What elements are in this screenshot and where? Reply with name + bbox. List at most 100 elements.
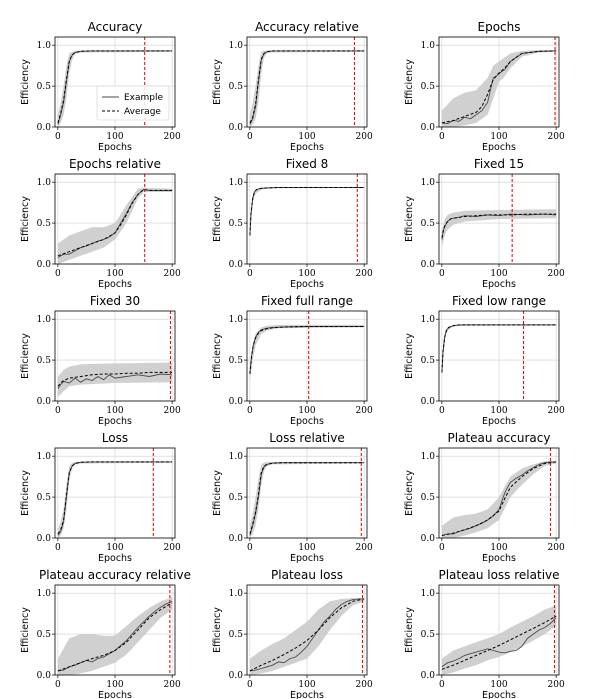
example-line	[441, 617, 557, 668]
runs-band	[57, 461, 173, 538]
subplot-9: 0 100 200 0.0 0.5 1.0 Fixed low range Epochs Eff…	[404, 294, 565, 427]
y-tick-label: 0.0	[229, 671, 244, 681]
runs-band	[57, 597, 173, 675]
x-tick-label: 200	[164, 543, 181, 553]
y-tick-label: 0.5	[421, 219, 436, 229]
x-axis-label: Epochs	[482, 416, 516, 427]
x-axis-label: Epochs	[482, 690, 516, 699]
average-line	[57, 50, 173, 124]
runs-band	[441, 461, 557, 538]
x-tick-label: 200	[548, 406, 565, 416]
x-axis-label: Epochs	[98, 279, 132, 290]
x-tick-label: 100	[298, 406, 315, 416]
average-line	[441, 461, 557, 536]
subplot-title: Plateau loss	[271, 568, 343, 582]
average-line	[441, 50, 557, 124]
x-axis-label: Epochs	[290, 142, 324, 153]
y-tick-label: 0.5	[421, 493, 436, 503]
y-tick-label: 0.5	[229, 493, 244, 503]
y-axis-label: Efficiency	[404, 607, 415, 653]
x-tick-label: 0	[247, 269, 253, 279]
x-tick-label: 100	[106, 406, 123, 416]
x-tick-label: 0	[247, 680, 253, 690]
subplot-title: Fixed low range	[452, 294, 546, 308]
runs-band	[249, 461, 365, 538]
y-tick-label: 0.0	[37, 260, 52, 270]
x-tick-label: 100	[490, 543, 507, 553]
x-tick-label: 200	[356, 269, 373, 279]
subplot-7: 0 100 200 0.0 0.5 1.0 Fixed 30 Epochs Efficiency	[20, 294, 181, 427]
y-tick-label: 1.0	[37, 315, 52, 325]
subplot-title: Accuracy relative	[255, 20, 359, 34]
subplot-title: Fixed 30	[90, 294, 140, 308]
subplot-3: 0 100 200 0.0 0.5 1.0 Epochs Epochs Efficiency	[404, 20, 565, 153]
y-axis-label: Efficiency	[20, 59, 31, 105]
y-tick-label: 0.0	[229, 397, 244, 407]
x-tick-label: 0	[247, 543, 253, 553]
x-tick-label: 100	[298, 543, 315, 553]
y-tick-label: 0.0	[421, 260, 436, 270]
y-tick-label: 0.0	[229, 534, 244, 544]
average-line	[57, 461, 173, 535]
y-tick-label: 1.0	[37, 589, 52, 599]
x-tick-label: 200	[164, 132, 181, 142]
y-tick-label: 0.0	[37, 534, 52, 544]
x-axis-label: Epochs	[290, 690, 324, 699]
subplot-title: Loss	[102, 431, 128, 445]
x-axis-label: Epochs	[482, 279, 516, 290]
y-tick-label: 0.5	[421, 630, 436, 640]
average-line	[249, 326, 365, 375]
x-tick-label: 100	[490, 132, 507, 142]
y-tick-label: 0.5	[37, 630, 52, 640]
subplot-12: 0 100 200 0.0 0.5 1.0 Plateau accuracy Epochs Ef…	[404, 431, 565, 564]
y-tick-label: 0.5	[229, 219, 244, 229]
x-tick-label: 0	[55, 543, 61, 553]
y-axis-label: Efficiency	[404, 196, 415, 242]
x-tick-label: 0	[439, 680, 445, 690]
y-axis-label: Efficiency	[404, 59, 415, 105]
y-tick-label: 0.0	[37, 397, 52, 407]
subplot-8: 0 100 200 0.0 0.5 1.0 Fixed full range Epochs Ef…	[212, 294, 373, 427]
subplot-title: Accuracy	[88, 20, 143, 34]
subplot-title: Fixed 8	[286, 157, 329, 171]
runs-band	[57, 50, 173, 127]
y-tick-label: 0.5	[37, 356, 52, 366]
x-axis-label: Epochs	[482, 142, 516, 153]
average-line	[441, 615, 557, 670]
y-tick-label: 1.0	[421, 178, 436, 188]
y-tick-label: 0.5	[37, 82, 52, 92]
x-axis-label: Epochs	[98, 416, 132, 427]
runs-band	[441, 50, 557, 127]
y-axis-label: Efficiency	[212, 607, 223, 653]
y-tick-label: 0.0	[421, 671, 436, 681]
legend-label-average: Average	[124, 107, 161, 117]
example-line	[441, 50, 557, 125]
example-line	[441, 213, 557, 240]
x-tick-label: 100	[298, 132, 315, 142]
average-line	[249, 50, 365, 124]
y-tick-label: 1.0	[421, 315, 436, 325]
x-axis-label: Epochs	[290, 553, 324, 564]
x-tick-label: 100	[490, 406, 507, 416]
y-tick-label: 0.5	[421, 82, 436, 92]
average-line	[57, 188, 173, 257]
x-tick-label: 100	[298, 269, 315, 279]
y-tick-label: 0.0	[229, 123, 244, 133]
example-line	[249, 187, 365, 236]
x-tick-label: 100	[490, 680, 507, 690]
x-tick-label: 100	[106, 680, 123, 690]
y-axis-label: Efficiency	[212, 59, 223, 105]
x-axis-label: Epochs	[290, 416, 324, 427]
runs-band	[57, 362, 173, 397]
subplot-1: 0 100 200 0.0 0.5 1.0 Accuracy Epochs Efficiency…	[20, 20, 181, 153]
y-axis-label: Efficiency	[212, 196, 223, 242]
y-axis-label: Efficiency	[20, 470, 31, 516]
average-line	[249, 598, 365, 672]
x-tick-label: 0	[55, 132, 61, 142]
runs-band	[249, 598, 365, 675]
y-tick-label: 1.0	[421, 41, 436, 51]
subplot-title: Fixed full range	[261, 294, 353, 308]
